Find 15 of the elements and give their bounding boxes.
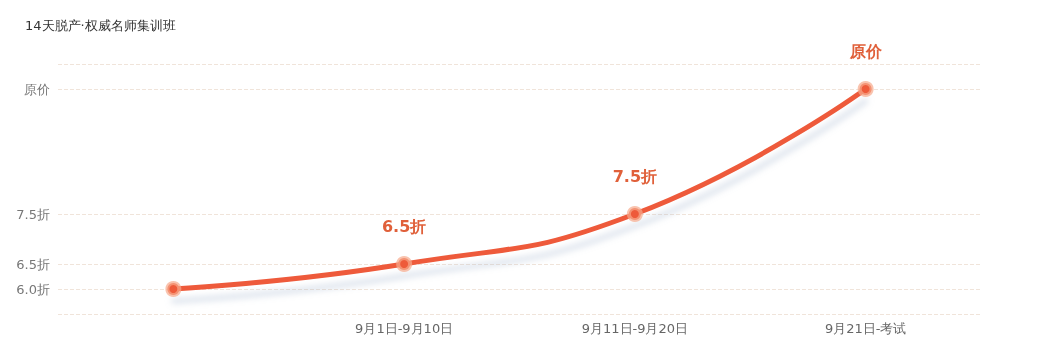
point	[396, 256, 413, 272]
x-tick-label: 9月11日-9月20日	[581, 321, 689, 336]
data-label: 7.5折	[612, 166, 658, 186]
y-tick-label: 6.5折	[16, 256, 50, 272]
data-label: 原价	[848, 41, 883, 61]
x-tick-label: 9月1日-9月10日	[355, 321, 454, 336]
y-tick-label: 原价	[24, 81, 50, 97]
chart-title: 14天脱产·权威名师集训班	[25, 18, 176, 33]
point	[626, 206, 643, 222]
x-tick-label: 9月21日-考试	[824, 321, 907, 336]
y-tick-label: 7.5折	[16, 206, 50, 222]
y-tick-label: 6.0折	[16, 281, 50, 297]
point	[165, 281, 182, 297]
point	[857, 81, 874, 97]
data-label: 6.5折	[381, 216, 427, 236]
